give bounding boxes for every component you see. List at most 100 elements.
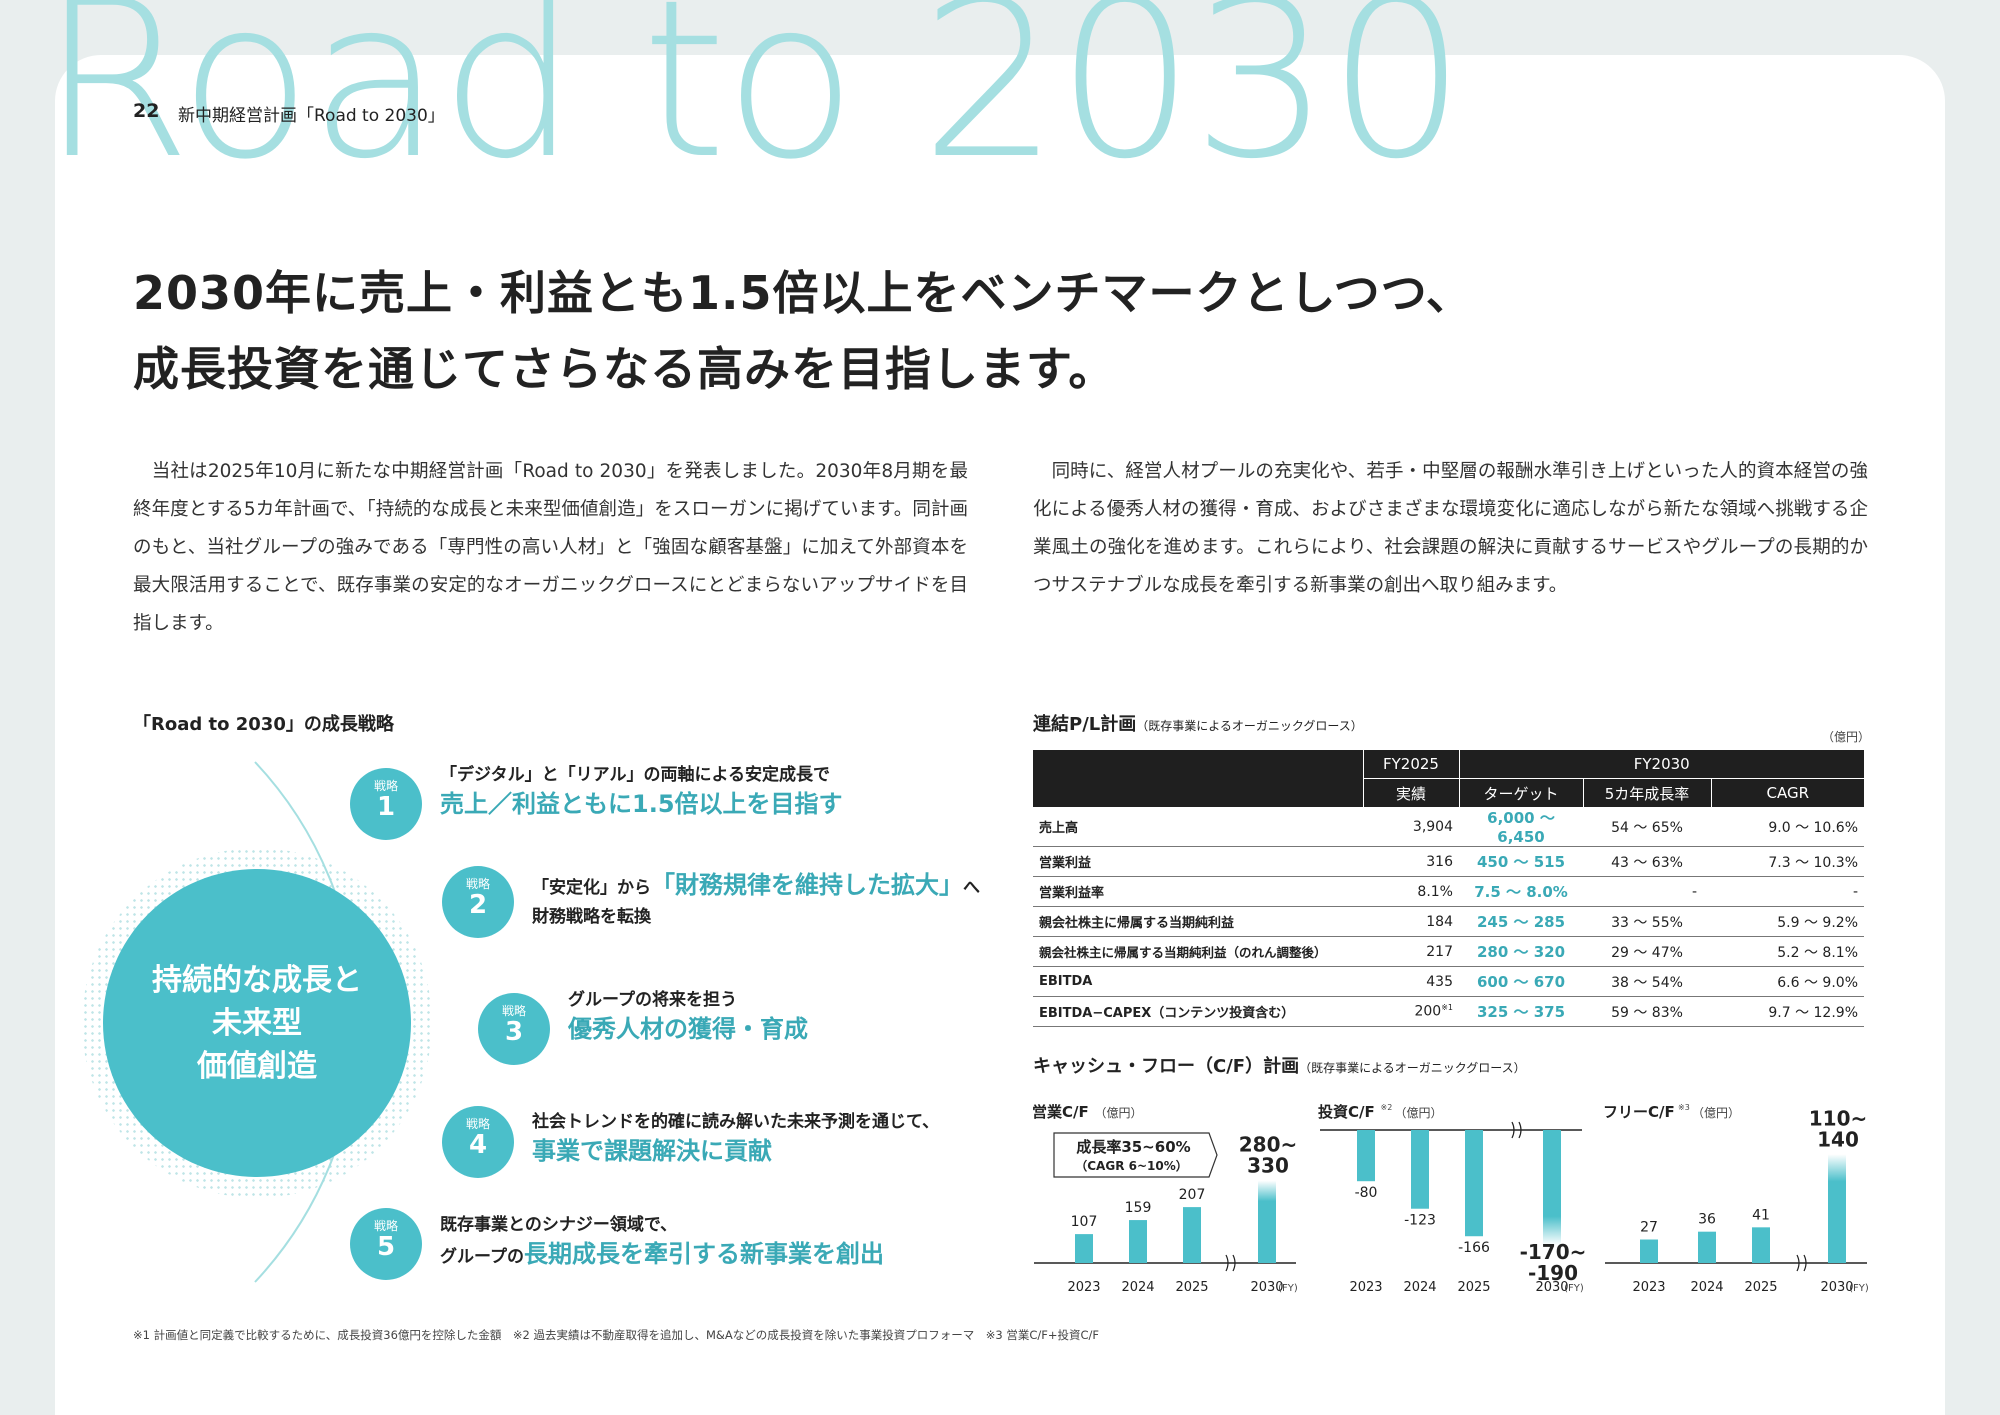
cf-bar-value-label: 110~ [1809,1106,1868,1130]
strategy-3: グループの将来を担う 優秀人材の獲得・育成 [568,988,808,1046]
big-word-title: Road to 2030 [40,0,1466,207]
center-circle: 持続的な成長と 未来型 価値創造 [103,869,411,1177]
cf-category-label: 2023 [1349,1280,1382,1295]
row-growth: 43 ～ 63% [1583,846,1711,877]
cf-title: キャッシュ・フロー（C/F）計画（既存事業によるオーガニックグロース） [1033,1052,1526,1078]
cf-category-label: 2030 [1535,1280,1568,1295]
cf-bar-value-label: 36 [1698,1212,1716,1228]
badge-label: 戦略 [373,1219,398,1233]
page-section-title: 新中期経営計画「Road to 2030」 [178,106,445,126]
strategy-2: 「安定化」から「財務規律を維持した拡大」へ 財務戦略を転換 [532,868,980,929]
center-circle-text: 持続的な成長と 未来型 価値創造 [152,962,362,1084]
badge-label: 戦略 [465,1117,490,1131]
strategy-4-line2: 事業で課題解決に貢献 [532,1137,772,1165]
strategy-1: 「デジタル」と「リアル」の両軸による安定成長で 売上／利益ともに1.5倍以上を目… [440,763,843,821]
badge-number: 2 [468,890,488,920]
row-target: 450 ～ 515 [1459,846,1583,877]
row-target: 325 ～ 375 [1459,996,1583,1027]
cf-bar-value-label: 207 [1179,1187,1206,1203]
row-cagr: - [1711,876,1864,907]
pl-header-fy2025: FY2025 [1362,750,1459,779]
badge-number: 4 [468,1130,488,1160]
table-row: 親会社株主に帰属する当期純利益 184 245 ～ 285 33 ～ 55% 5.9 ～… [1033,906,1864,937]
cf-category-label: 2024 [1121,1280,1154,1295]
row-cagr: 5.2 ～ 8.1% [1711,936,1864,967]
axis-break-icon [1796,1254,1807,1272]
strategy-2-post: へ [963,878,980,898]
pl-header-row-1: FY2025 FY2030 [1033,750,1864,779]
growth-callout-line1: 成長率35~60% [1076,1138,1190,1156]
growth-callout-line2: （CAGR 6~10%） [1075,1158,1188,1173]
strategy-5-pre: グループの [440,1247,524,1267]
headline: 2030年に売上・利益とも1.5倍以上をベンチマークとしつつ、 成長投資を通じて… [133,255,1473,407]
row-cagr: 9.7 ～ 12.9% [1711,996,1864,1027]
row-growth: 29 ～ 47% [1583,936,1711,967]
pl-header-target: ターゲット [1458,778,1583,807]
strategy-2-pre: 「安定化」から [532,878,651,898]
row-target: 245 ～ 285 [1459,906,1583,937]
row-actual: 435 [1363,966,1459,997]
cf-chart-title-note: ※3 [1678,1103,1690,1112]
row-actual-note: ※1 [1441,1003,1453,1013]
row-target: 280 ～ 320 [1459,936,1583,967]
strategy-4: 社会トレンドを的確に読み解いた未来予測を通じて、 事業で課題解決に貢献 [532,1110,939,1168]
cf-chart-title-note: ※2 [1381,1103,1393,1112]
table-row: 売上高 3,904 6,000 ～ 6,450 54 ～ 65% 9.0 ～ 10.6% [1033,807,1864,847]
strategy-badge-4: 戦略 4 [442,1106,514,1178]
cf-subtitle: （既存事業によるオーガニックグロース） [1299,1061,1526,1075]
table-row: 営業利益 316 450 ～ 515 43 ～ 63% 7.3 ～ 10.3% [1033,846,1864,877]
row-label: 営業利益率 [1033,876,1363,907]
strategy-5-highlight: 長期成長を牽引する新事業を創出 [523,1240,884,1268]
cf-bar-value-label: -80 [1355,1185,1378,1201]
cf-bar-value-label: -170~ [1520,1240,1587,1264]
strategy-badge-3: 戦略 3 [478,993,550,1065]
row-cagr: 9.0 ～ 10.6% [1711,807,1864,847]
cf-bar [1411,1130,1429,1209]
strategy-badge-2: 戦略 2 [442,866,514,938]
cf-category-label: 2025 [1175,1280,1208,1295]
strategy-1-line1: 「デジタル」と「リアル」の両軸による安定成長で [440,765,830,785]
strategy-badge-1: 戦略 1 [350,768,422,840]
cf-fy-suffix: (FY) [1278,1283,1298,1294]
cf-bar-value-label: 41 [1752,1207,1770,1223]
cf-chart-unit: （億円） [1692,1106,1740,1120]
strategy-arc [254,761,359,1283]
cf-fy-suffix: (FY) [1564,1283,1584,1294]
cf-category-label: 2030 [1250,1280,1283,1295]
badge-number: 1 [376,792,396,822]
cf-bar-value-label: -123 [1404,1213,1436,1229]
badge-number: 5 [376,1232,396,1262]
strategy-3-line2: 優秀人材の獲得・育成 [568,1015,808,1043]
cf-category-label: 2030 [1820,1280,1853,1295]
table-row: 営業利益率 8.1% 7.5 ～ 8.0% - - [1033,876,1864,907]
page-sheet [55,55,1945,1415]
cf-chart-title: 投資C/F [1318,1103,1375,1121]
cf-bar [1465,1130,1483,1237]
cf-bar [1698,1231,1716,1263]
cf-bar-value-label: 140 [1817,1127,1859,1151]
row-label: 営業利益 [1033,846,1363,877]
cf-chart-unit: （億円） [1395,1106,1443,1120]
row-target: 600 ～ 670 [1459,966,1583,997]
row-actual: 316 [1363,846,1459,877]
row-actual: 217 [1363,936,1459,967]
headline-line-1: 2030年に売上・利益とも1.5倍以上をベンチマークとしつつ、 [133,266,1473,320]
cf-category-label: 2025 [1457,1280,1490,1295]
cf-category-label: 2024 [1403,1280,1436,1295]
cf-bar [1752,1227,1770,1263]
cf-category-label: 2023 [1067,1280,1100,1295]
cf-bar [1357,1130,1375,1182]
pl-title-text: 連結P/L計画 [1033,714,1137,735]
strategy-4-line1: 社会トレンドを的確に読み解いた未来予測を通じて、 [532,1112,940,1132]
row-growth: 33 ～ 55% [1583,906,1711,937]
table-row: 親会社株主に帰属する当期純利益（のれん調整後） 217 280 ～ 320 29 ～ … [1033,936,1864,967]
pl-header-actual: 実績 [1362,778,1459,807]
strategy-5: 既存事業とのシナジー領域で、 グループの長期成長を牽引する新事業を創出 [440,1213,884,1274]
cf-bar [1640,1239,1658,1263]
axis-break-icon [1511,1121,1522,1139]
cf-chart-title: フリーC/F [1603,1103,1675,1121]
cf-bar-value-label: -166 [1458,1240,1490,1256]
row-actual: 3,904 [1363,807,1459,847]
cf-bar [1129,1220,1147,1263]
row-cagr: 7.3 ～ 10.3% [1711,846,1864,877]
